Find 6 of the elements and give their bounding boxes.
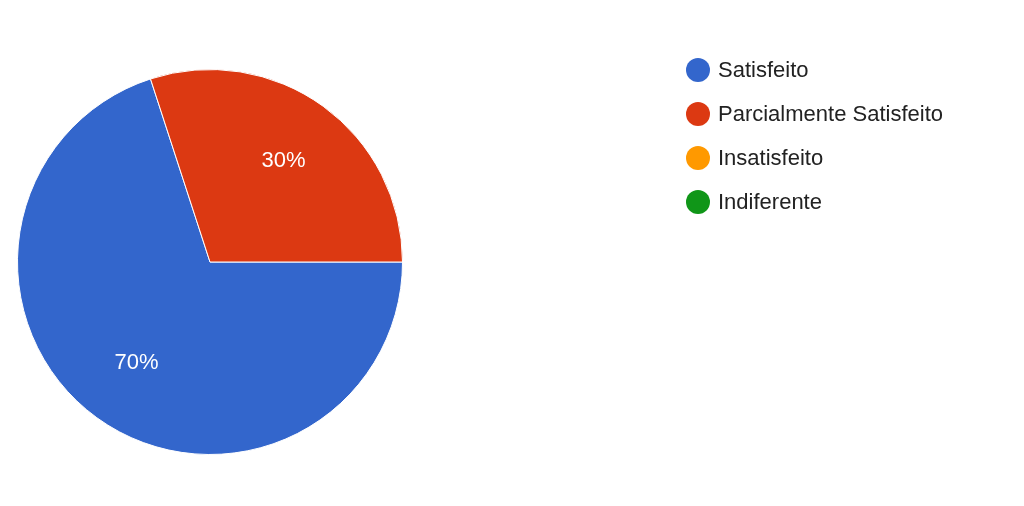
legend-label: Parcialmente Satisfeito	[718, 101, 943, 127]
legend-label: Indiferente	[718, 189, 822, 215]
data-label: 70%	[114, 349, 159, 375]
legend-label: Satisfeito	[718, 57, 809, 83]
data-label: 30%	[261, 146, 306, 172]
legend-label: Insatisfeito	[718, 145, 824, 171]
